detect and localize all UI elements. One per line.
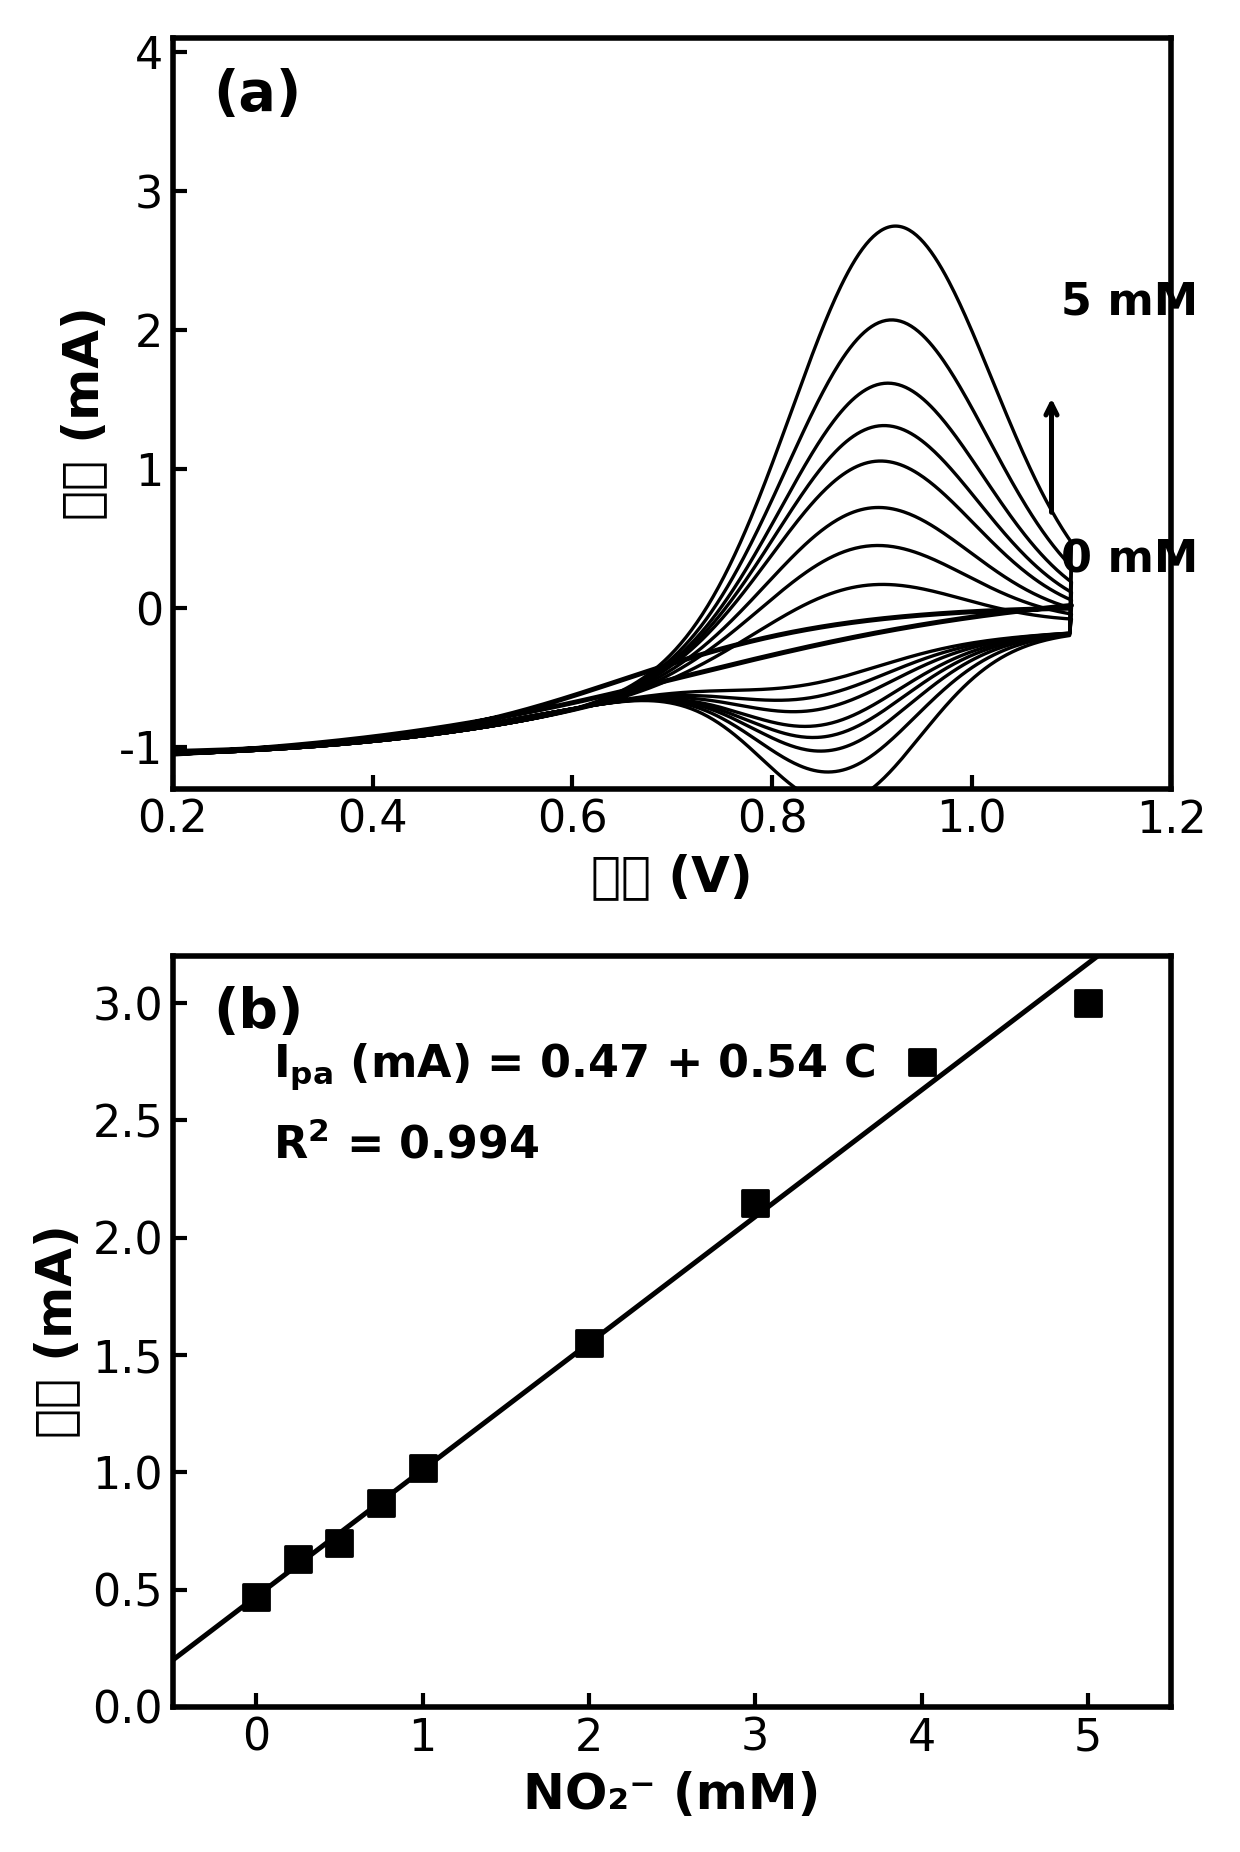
Text: (b): (b)	[213, 987, 304, 1041]
Text: 5 mM: 5 mM	[1061, 282, 1199, 324]
Point	[745, 1187, 765, 1217]
Point	[579, 1328, 599, 1358]
Y-axis label: 电流 (mA): 电流 (mA)	[60, 307, 108, 520]
Text: $\mathregular{I_{pa}}$ (mA) = 0.47 + 0.54 C: $\mathregular{I_{pa}}$ (mA) = 0.47 + 0.5…	[273, 1041, 874, 1091]
Y-axis label: 电流 (mA): 电流 (mA)	[33, 1224, 82, 1439]
Point	[247, 1582, 267, 1611]
Point	[413, 1452, 433, 1482]
Point	[288, 1545, 308, 1574]
X-axis label: 电位 (V): 电位 (V)	[591, 852, 753, 900]
Text: $\mathregular{R^{2}}$ = 0.994: $\mathregular{R^{2}}$ = 0.994	[273, 1124, 539, 1169]
Point	[330, 1528, 350, 1558]
Point	[911, 1046, 931, 1076]
Point	[1078, 989, 1097, 1019]
X-axis label: NO₂⁻ (mM): NO₂⁻ (mM)	[523, 1771, 821, 1819]
Text: 0 mM: 0 mM	[1061, 539, 1199, 582]
Point	[371, 1487, 391, 1517]
Text: (a): (a)	[213, 69, 301, 122]
